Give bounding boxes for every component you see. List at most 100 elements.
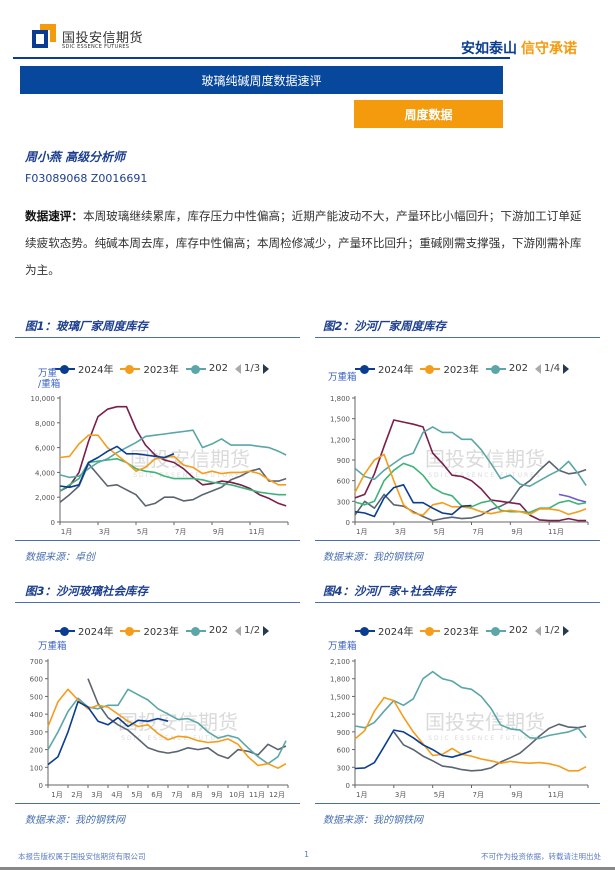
legend-item[interactable]: 202 — [485, 363, 528, 374]
x-tick-label: 3月 — [99, 528, 110, 536]
legend-marker-icon — [485, 364, 506, 374]
line-chart: 0 100 200 300 400 500 600 700 1月 2月 3月 4月 5月 6月 7月 8月 9月… — [30, 658, 289, 799]
legend-marker-icon — [55, 626, 75, 636]
y-tick-label: 200 — [30, 747, 43, 755]
line-chart: 0 300 600 900 1,200 1,500 1,800 2,100 1月 3月 5月 7月 9月… — [330, 658, 589, 799]
x-tick-label: 9月 — [511, 528, 522, 536]
data-source: 数据来源：卓创 — [25, 552, 95, 563]
data-summary: 数据速评：本周玻璃继续累库，库存压力中性偏高；近期产能波动不大，产量环比小幅回升… — [25, 203, 593, 284]
report-title: 玻璃纯碱周度数据速评 — [20, 66, 503, 94]
legend-next-icon[interactable] — [563, 363, 570, 374]
figure-title-divider — [15, 602, 300, 603]
y-tick-label: 600 — [337, 747, 350, 755]
company-name: 国投安信期货 — [62, 31, 144, 46]
y-tick-label: 1,200 — [330, 711, 350, 719]
y-tick-label: 900 — [337, 457, 350, 465]
legend-label: 2023年 — [443, 627, 479, 638]
series-line-2023年 — [354, 453, 587, 516]
legend-label: 2024年 — [78, 365, 114, 376]
footer-divider — [0, 867, 615, 870]
series-line — [59, 405, 287, 507]
y-tick-label: 300 — [30, 729, 43, 737]
legend-next-icon[interactable] — [263, 363, 270, 374]
y-tick-label: 0 — [346, 519, 350, 527]
legend-next-icon[interactable] — [563, 625, 570, 636]
figure-bottom-divider — [15, 540, 300, 541]
y-axis-unit: 万重箱 — [328, 641, 357, 652]
y-tick-label: 500 — [30, 693, 43, 701]
summary-text: 本周玻璃继续累库，库存压力中性偏高；近期产能波动不大，产量环比小幅回升；下游加工… — [25, 209, 582, 277]
legend-item[interactable]: 202 — [185, 625, 228, 636]
legend-item[interactable]: 2024年 — [355, 361, 413, 376]
legend-item[interactable]: 2024年 — [355, 623, 413, 638]
y-tick-label: 2,100 — [330, 658, 350, 666]
y-tick-label: 0 — [39, 782, 43, 790]
y-tick-label: 1,800 — [330, 395, 350, 403]
x-tick-label: 12月 — [269, 791, 285, 799]
x-tick-label: 3月 — [395, 791, 406, 799]
legend-item[interactable]: 202 — [185, 363, 228, 374]
y-tick-label: 0 — [51, 519, 55, 527]
data-source: 数据来源：我的钢铁网 — [323, 815, 423, 826]
y-tick-label: 1,800 — [330, 676, 350, 684]
legend-prev-icon[interactable] — [235, 625, 241, 636]
figure-1: 图1：玻璃厂家周度库存 2024年 2023年 202 1/3 万重 /重箱 国… — [0, 310, 300, 570]
y-axis-unit: 万重 /重箱 — [38, 368, 61, 390]
series-line-2024年 — [354, 484, 472, 518]
x-tick-label: 9月 — [211, 791, 222, 799]
legend-label: 2024年 — [378, 365, 414, 376]
legend-item[interactable]: 2024年 — [55, 623, 113, 638]
legend-page: 1/4 — [544, 363, 561, 374]
x-tick-label: 9月 — [511, 791, 522, 799]
x-tick-label: 2月 — [71, 791, 82, 799]
y-tick-label: 700 — [30, 658, 43, 666]
y-tick-label: 300 — [337, 764, 350, 772]
series-line — [558, 493, 587, 503]
legend-label: 2023年 — [443, 365, 479, 376]
legend-item[interactable]: 2023年 — [420, 623, 479, 638]
x-tick-label: 11月 — [249, 791, 265, 799]
legend-marker-icon — [355, 364, 375, 374]
legend-prev-icon[interactable] — [535, 363, 541, 374]
legend-item[interactable]: 2024年 — [55, 361, 113, 376]
figure-title-divider — [315, 602, 600, 603]
x-tick-label: 7月 — [175, 528, 186, 536]
legend-next-icon[interactable] — [263, 625, 270, 636]
legend-item[interactable]: 2023年 — [420, 361, 479, 376]
x-tick-label: 9月 — [213, 528, 224, 536]
y-axis-unit: 万重箱 — [328, 372, 357, 383]
series-line — [354, 419, 587, 522]
legend-item[interactable]: 2023年 — [120, 361, 179, 376]
watermark-en: SDIC ESSENCE FUTURES — [428, 472, 542, 479]
legend-page: 1/2 — [244, 625, 261, 636]
legend-prev-icon[interactable] — [235, 363, 241, 374]
y-tick-label: 8,000 — [35, 420, 55, 428]
legend-label: 2024年 — [78, 627, 114, 638]
y-tick-label: 900 — [337, 729, 350, 737]
figure-bottom-divider — [315, 803, 600, 804]
series-line-2023年 — [47, 688, 287, 769]
x-tick-label: 7月 — [473, 791, 484, 799]
series-line-2024年 — [59, 445, 175, 489]
legend-pager: 1/2 — [235, 625, 270, 636]
chart-legend: 2024年 2023年 202 1/2 — [55, 623, 270, 638]
x-tick-label: 7月 — [171, 791, 182, 799]
legend-item[interactable]: 202 — [485, 625, 528, 636]
series-line-2023年 — [354, 696, 587, 772]
legend-marker-icon — [120, 626, 141, 636]
figure-2: 图2：沙河厂家周度库存 2024年 2023年 202 1/4 万重箱 国投安信… — [310, 310, 610, 570]
y-axis-unit: 万重箱 — [38, 641, 67, 652]
y-tick-label: 2,000 — [35, 494, 55, 502]
legend-label: 2024年 — [378, 627, 414, 638]
y-tick-label: 400 — [30, 711, 43, 719]
legend-marker-icon — [185, 364, 206, 374]
legend-prev-icon[interactable] — [535, 625, 541, 636]
figure-bottom-divider — [315, 540, 600, 541]
figure-title-divider — [15, 337, 300, 338]
figure-title: 图4：沙河厂家+社会库存 — [323, 584, 456, 598]
legend-item[interactable]: 2023年 — [120, 623, 179, 638]
footer-disclaimer: 不可作为投资依据，转载请注明出处 — [481, 852, 601, 861]
x-tick-label: 1月 — [356, 528, 367, 536]
x-tick-label: 1月 — [51, 791, 62, 799]
legend-marker-icon — [55, 364, 75, 374]
